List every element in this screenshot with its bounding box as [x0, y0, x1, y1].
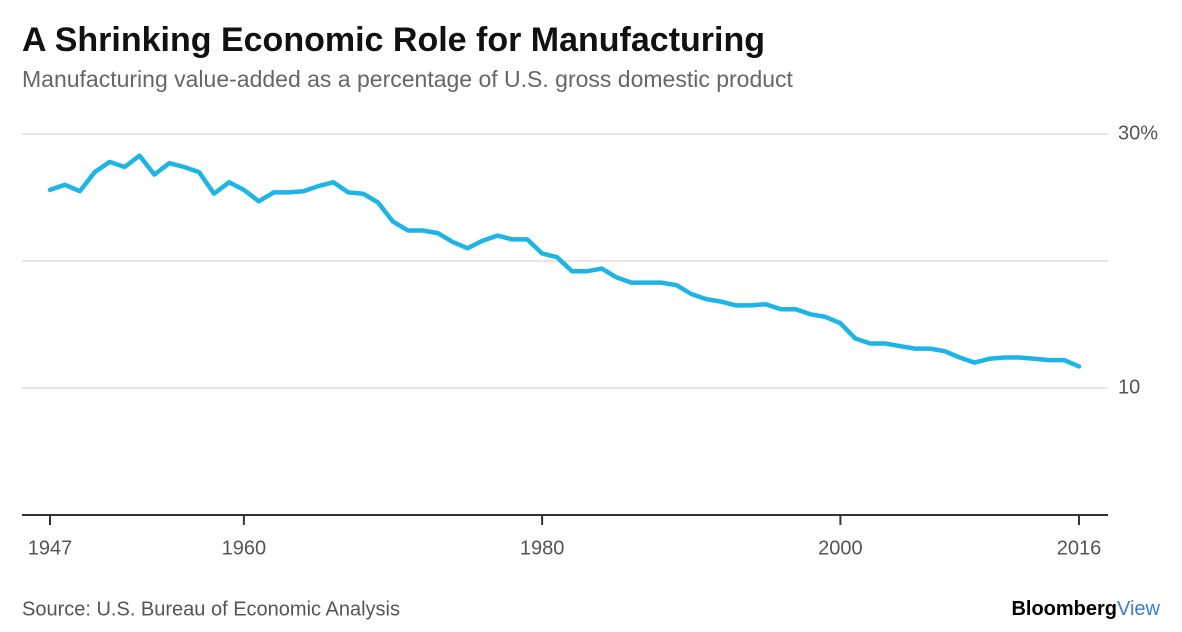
chart-subtitle: Manufacturing value-added as a percentag…	[22, 66, 794, 92]
y-tick-label: 10	[1118, 376, 1140, 398]
data-line	[47, 153, 1082, 369]
brand-view: View	[1117, 598, 1161, 620]
x-tick-label: 2000	[818, 537, 863, 559]
chart-title: A Shrinking Economic Role for Manufactur…	[22, 21, 765, 59]
y-tick-label: 30%	[1118, 122, 1158, 144]
x-tick-label: 2016	[1057, 537, 1102, 559]
x-tick-label: 1960	[222, 537, 267, 559]
x-tick-label: 1980	[520, 537, 565, 559]
brand: BloombergView	[1011, 598, 1160, 620]
brand-main: Bloomberg	[1011, 598, 1117, 620]
x-tick-label: 1947	[28, 537, 73, 559]
source: Source: U.S. Bureau of Economic Analysis	[22, 598, 400, 620]
